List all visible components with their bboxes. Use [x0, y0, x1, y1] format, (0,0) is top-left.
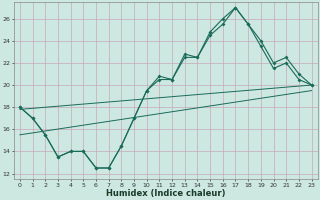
- X-axis label: Humidex (Indice chaleur): Humidex (Indice chaleur): [106, 189, 226, 198]
